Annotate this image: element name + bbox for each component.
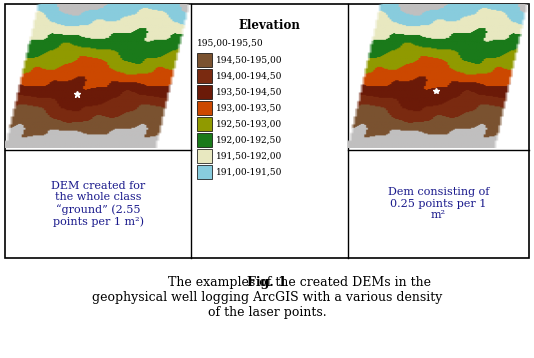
Bar — [198, 84, 212, 100]
Bar — [198, 149, 212, 164]
Text: 192,50-193,00: 192,50-193,00 — [216, 120, 282, 129]
Text: Dem consisting of
0.25 points per 1
m²: Dem consisting of 0.25 points per 1 m² — [388, 187, 489, 220]
Text: 194,00-194,50: 194,00-194,50 — [216, 72, 282, 81]
Text: DEM created for
the whole class
“ground” (2.55
points per 1 m²): DEM created for the whole class “ground”… — [51, 180, 145, 227]
Bar — [198, 53, 212, 67]
Bar — [198, 101, 212, 115]
Bar — [198, 133, 212, 147]
Text: The examples of the created DEMs in the
geophysical well logging ArcGIS with a v: The examples of the created DEMs in the … — [92, 276, 442, 319]
Bar — [198, 69, 212, 83]
Text: 191,00-191,50: 191,00-191,50 — [216, 168, 282, 176]
Text: 191,50-192,00: 191,50-192,00 — [216, 151, 282, 161]
Text: 192,00-192,50: 192,00-192,50 — [216, 136, 282, 145]
Text: Fig. 1: Fig. 1 — [247, 276, 287, 289]
Text: 193,50-194,50: 193,50-194,50 — [216, 88, 282, 97]
Text: Elevation: Elevation — [239, 19, 301, 32]
Text: 194,50-195,00: 194,50-195,00 — [216, 55, 282, 64]
Bar — [198, 165, 212, 179]
Text: 193,00-193,50: 193,00-193,50 — [216, 103, 282, 112]
Bar — [198, 117, 212, 131]
Text: 195,00-195,50: 195,00-195,50 — [198, 38, 264, 47]
